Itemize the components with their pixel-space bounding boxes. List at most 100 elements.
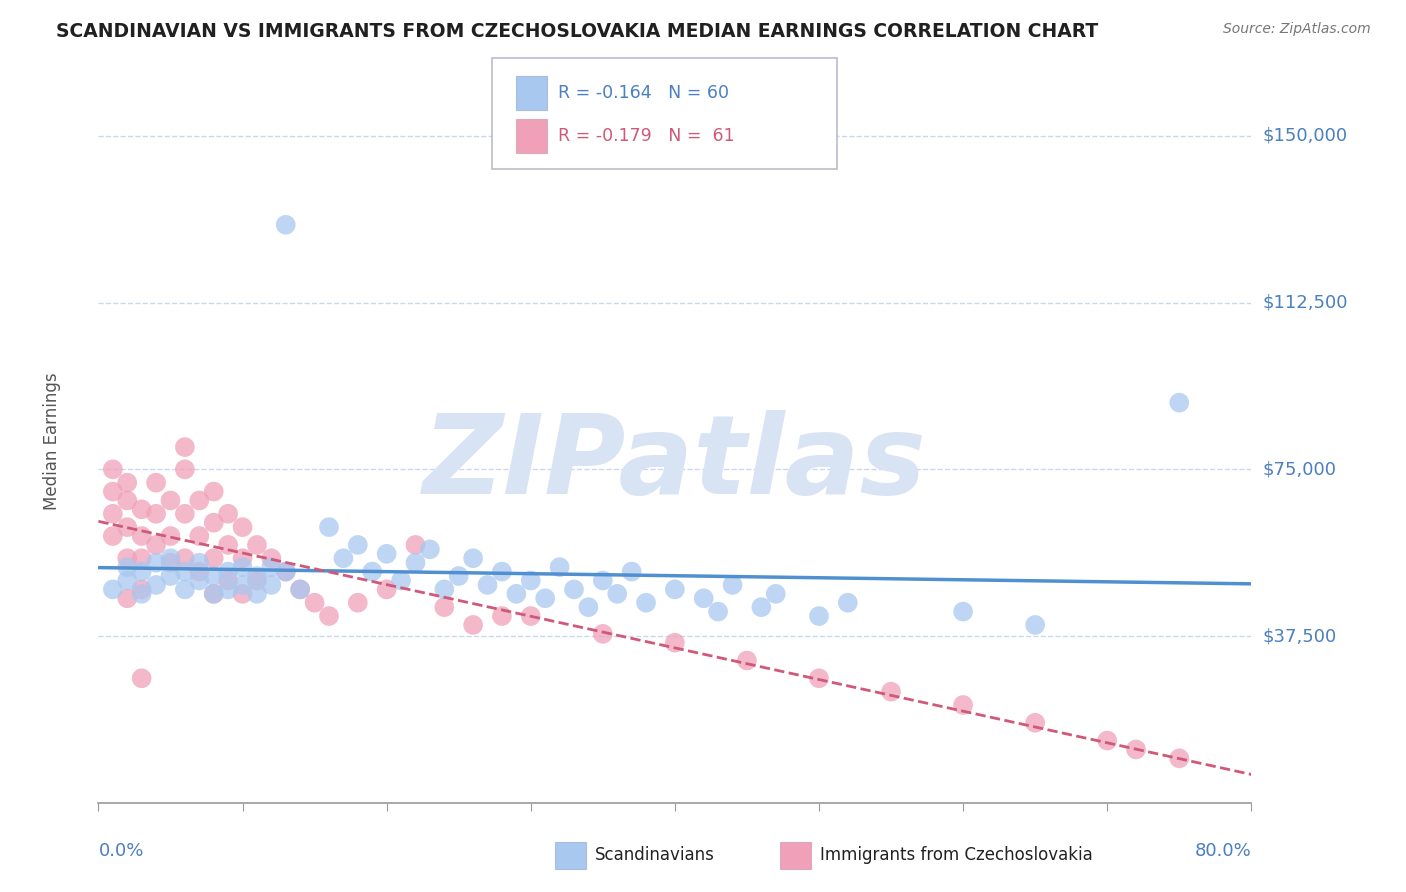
Point	[217, 582, 239, 597]
Point	[274, 565, 297, 579]
Point	[131, 529, 153, 543]
Point	[231, 587, 254, 601]
Point	[808, 671, 831, 685]
Point	[159, 529, 181, 543]
Point	[548, 560, 571, 574]
Point	[636, 596, 658, 610]
Point	[202, 587, 225, 601]
Point	[461, 551, 484, 566]
Point	[231, 578, 254, 592]
Point	[101, 484, 124, 499]
Point	[101, 582, 124, 597]
Point	[751, 600, 773, 615]
Text: Scandinavians: Scandinavians	[595, 847, 714, 864]
Point	[491, 609, 513, 624]
Point	[145, 538, 167, 552]
Point	[217, 574, 239, 588]
Point	[765, 587, 787, 601]
Point	[260, 560, 283, 574]
Text: SCANDINAVIAN VS IMMIGRANTS FROM CZECHOSLOVAKIA MEDIAN EARNINGS CORRELATION CHART: SCANDINAVIAN VS IMMIGRANTS FROM CZECHOSL…	[56, 22, 1098, 41]
Point	[174, 507, 197, 521]
Point	[735, 653, 758, 667]
Point	[202, 569, 225, 583]
Text: ZIPatlas: ZIPatlas	[423, 409, 927, 516]
Point	[433, 582, 456, 597]
Point	[664, 636, 686, 650]
Point	[101, 507, 124, 521]
Text: 80.0%: 80.0%	[1195, 842, 1251, 860]
Point	[1024, 618, 1046, 632]
Point	[880, 684, 903, 698]
Point	[246, 569, 269, 583]
Point	[231, 520, 254, 534]
Point	[117, 493, 139, 508]
Point	[562, 582, 585, 597]
Point	[260, 551, 283, 566]
Point	[159, 569, 181, 583]
Point	[188, 529, 211, 543]
Point	[260, 578, 283, 592]
Point	[304, 596, 326, 610]
Point	[491, 565, 513, 579]
Point	[375, 547, 398, 561]
Text: 0.0%: 0.0%	[98, 842, 143, 860]
Point	[318, 520, 340, 534]
Point	[274, 565, 297, 579]
Point	[202, 484, 225, 499]
Point	[117, 520, 139, 534]
Point	[664, 582, 686, 597]
Point	[202, 551, 225, 566]
Point	[447, 569, 470, 583]
Point	[101, 462, 124, 476]
Text: $112,500: $112,500	[1263, 293, 1348, 311]
Point	[346, 596, 368, 610]
Point	[707, 605, 730, 619]
Point	[246, 587, 269, 601]
Text: R = -0.179   N =  61: R = -0.179 N = 61	[558, 127, 735, 145]
Point	[131, 565, 153, 579]
Point	[592, 627, 614, 641]
Point	[332, 551, 354, 566]
Text: Source: ZipAtlas.com: Source: ZipAtlas.com	[1223, 22, 1371, 37]
Point	[578, 600, 600, 615]
Point	[159, 551, 181, 566]
Point	[188, 574, 211, 588]
Point	[620, 565, 643, 579]
Point	[505, 587, 527, 601]
Point	[693, 591, 716, 606]
Point	[202, 516, 225, 530]
Point	[433, 600, 456, 615]
Text: $75,000: $75,000	[1263, 460, 1337, 478]
Point	[592, 574, 614, 588]
Point	[952, 605, 974, 619]
Point	[405, 556, 427, 570]
Text: $37,500: $37,500	[1263, 627, 1337, 645]
Point	[217, 565, 239, 579]
Point	[290, 582, 312, 597]
Point	[290, 582, 312, 597]
Point	[131, 587, 153, 601]
Point	[217, 507, 239, 521]
Point	[174, 440, 197, 454]
Point	[361, 565, 384, 579]
Point	[461, 618, 484, 632]
Point	[1024, 715, 1046, 730]
Text: $150,000: $150,000	[1263, 127, 1347, 145]
Point	[808, 609, 831, 624]
Point	[952, 698, 974, 712]
Point	[721, 578, 744, 592]
Point	[419, 542, 441, 557]
Point	[174, 551, 197, 566]
Point	[131, 551, 153, 566]
Point	[131, 502, 153, 516]
Point	[174, 582, 197, 597]
Point	[159, 493, 181, 508]
Point	[534, 591, 557, 606]
Point	[117, 591, 139, 606]
Point	[477, 578, 499, 592]
Point	[389, 574, 412, 588]
Point	[117, 475, 139, 490]
Point	[231, 560, 254, 574]
Text: Median Earnings: Median Earnings	[44, 373, 62, 510]
Point	[145, 578, 167, 592]
